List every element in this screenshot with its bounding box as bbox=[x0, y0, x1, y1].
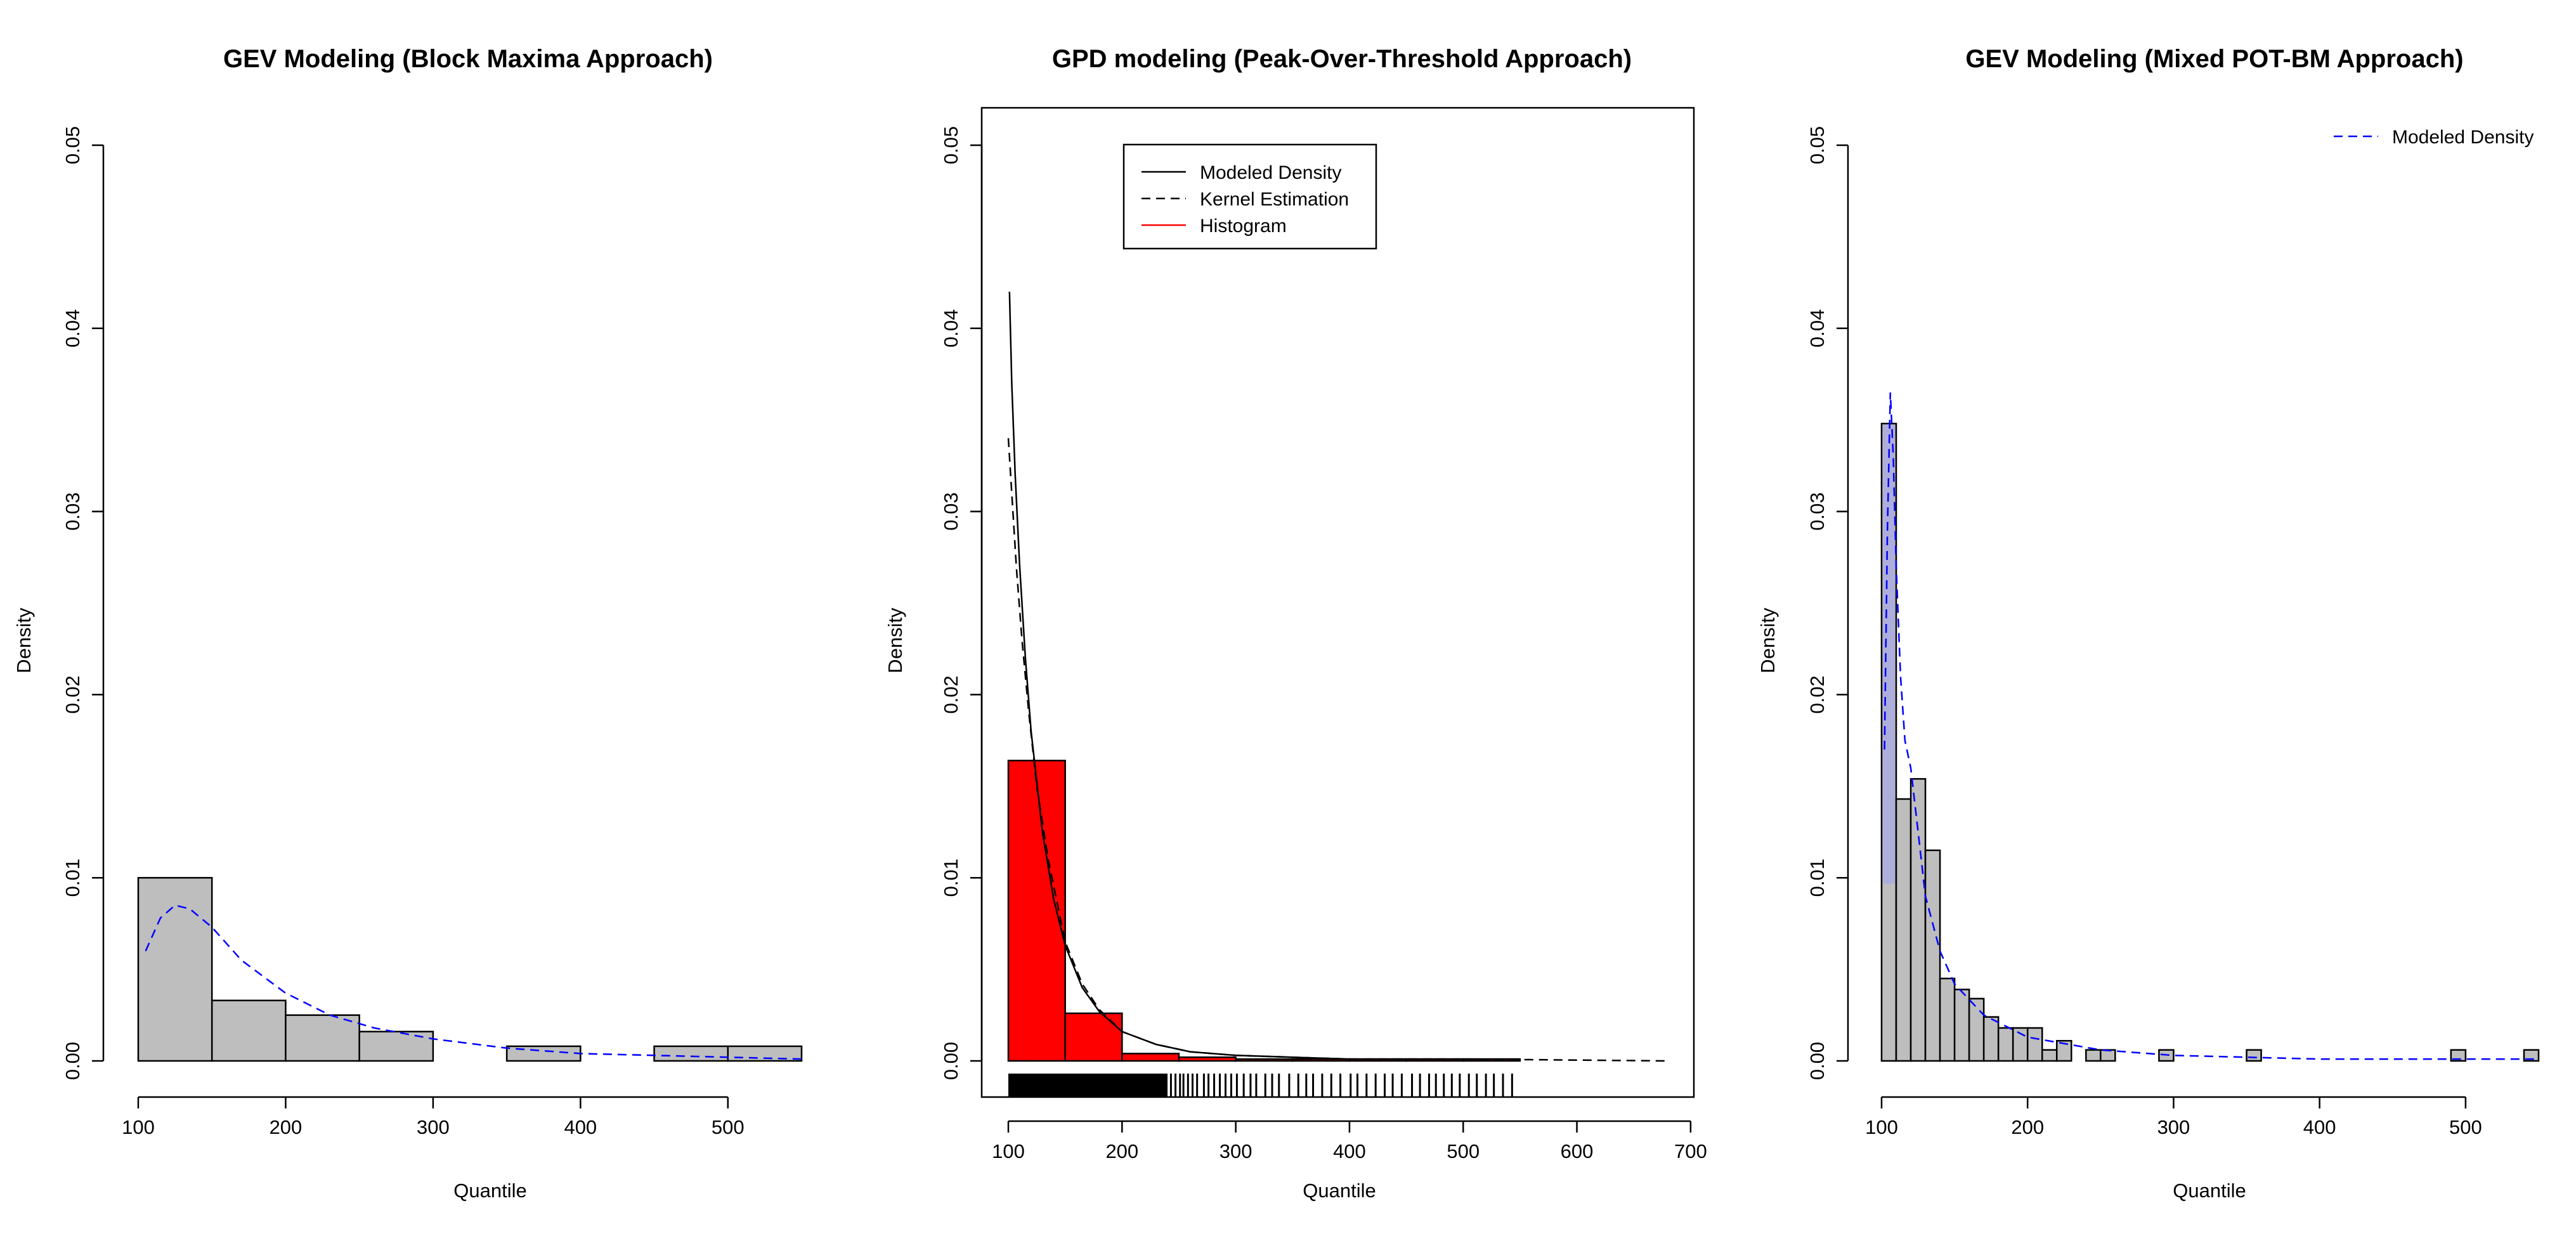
x-tick-label: 100 bbox=[122, 1116, 155, 1138]
histogram-bar bbox=[653, 1045, 729, 1062]
x-tick-label: 200 bbox=[270, 1116, 302, 1138]
panel-mixed-pot-bm: GEV Modeling (Mixed POT-BM Approach) Qua… bbox=[1757, 45, 2540, 1202]
panel-peak-over-threshold: GPD modeling (Peak-Over-Threshold Approa… bbox=[884, 45, 1707, 1202]
y-axis-title: Density bbox=[1757, 608, 1779, 673]
histogram-bar bbox=[2246, 1049, 2262, 1062]
histogram-bar bbox=[1895, 798, 1912, 1062]
histogram-bar bbox=[1007, 760, 1066, 1062]
y-axis-title: Density bbox=[13, 608, 35, 673]
legend-label-histogram: Histogram bbox=[1200, 216, 1287, 237]
curve-modeled-density bbox=[145, 904, 802, 1060]
curve-kernel-estimation bbox=[1007, 438, 1669, 1062]
x-tick-label: 300 bbox=[2157, 1116, 2190, 1138]
histogram-bar bbox=[1953, 989, 1970, 1062]
histogram-bar bbox=[1121, 1053, 1180, 1062]
y-tick-label: 0.04 bbox=[940, 309, 962, 348]
plot-frame bbox=[980, 107, 1695, 1098]
histogram-bar-highlight bbox=[1883, 424, 1896, 884]
x-tick-label: 500 bbox=[1447, 1140, 1480, 1162]
y-tick-label: 0.04 bbox=[62, 309, 84, 348]
x-tick-label: 200 bbox=[1105, 1140, 1138, 1162]
x-tick-label: 500 bbox=[712, 1116, 745, 1138]
histogram-bar bbox=[1178, 1056, 1237, 1062]
x-tick-label: 500 bbox=[2449, 1116, 2482, 1138]
legend-label-modeled-density: Modeled Density bbox=[1200, 162, 1341, 183]
x-tick-label: 600 bbox=[1561, 1140, 1594, 1162]
histogram-bar bbox=[2450, 1049, 2467, 1062]
histogram-bar bbox=[2523, 1049, 2540, 1062]
x-tick-label: 200 bbox=[2011, 1116, 2044, 1138]
chart-title: GPD modeling (Peak-Over-Threshold Approa… bbox=[1052, 45, 1632, 73]
histogram-bar bbox=[1924, 849, 1941, 1062]
histogram-bar bbox=[1982, 1016, 2000, 1062]
histogram-bar bbox=[2085, 1049, 2102, 1062]
y-tick-label: 0.05 bbox=[62, 126, 84, 164]
x-axis-title: Quantile bbox=[453, 1179, 526, 1202]
y-tick-label: 0.03 bbox=[62, 492, 84, 530]
x-tick-label: 300 bbox=[417, 1116, 450, 1138]
y-tick-label: 0.00 bbox=[1806, 1042, 1828, 1080]
x-tick-label: 400 bbox=[2303, 1116, 2336, 1138]
y-tick-label: 0.01 bbox=[1806, 859, 1828, 897]
histogram-bar bbox=[137, 876, 213, 1062]
y-tick-label: 0.01 bbox=[940, 859, 962, 897]
histogram-bar bbox=[285, 1014, 360, 1062]
histogram-bar bbox=[1909, 777, 1927, 1062]
curve-modeled-density bbox=[1883, 392, 2539, 1060]
curve-modeled-density bbox=[1008, 291, 1520, 1060]
chart-title: GEV Modeling (Block Maxima Approach) bbox=[223, 45, 713, 73]
panel-block-maxima: GEV Modeling (Block Maxima Approach) Qua… bbox=[13, 45, 803, 1202]
y-axis-title: Density bbox=[884, 608, 906, 673]
y-tick-label: 0.01 bbox=[62, 859, 84, 897]
x-tick-label: 700 bbox=[1674, 1140, 1707, 1162]
y-tick-label: 0.05 bbox=[940, 126, 962, 164]
y-tick-label: 0.03 bbox=[1806, 492, 1828, 530]
legend-label-kernel-estimation: Kernel Estimation bbox=[1200, 189, 1349, 210]
histogram-bar bbox=[1064, 1012, 1123, 1062]
y-tick-label: 0.04 bbox=[1806, 309, 1828, 348]
histogram-bar bbox=[1939, 977, 1956, 1062]
histogram-bar bbox=[2056, 1039, 2072, 1062]
legend-box bbox=[1122, 143, 1377, 250]
x-tick-label: 400 bbox=[1333, 1140, 1366, 1162]
y-tick-label: 0.00 bbox=[62, 1042, 84, 1080]
y-tick-label: 0.03 bbox=[940, 492, 962, 530]
legend-label-modeled-density: Modeled Density bbox=[2392, 127, 2534, 148]
histogram-bar bbox=[2041, 1049, 2058, 1062]
histogram-bar bbox=[1997, 1027, 2014, 1062]
histogram-bar bbox=[1968, 997, 1985, 1062]
x-tick-label: 100 bbox=[1865, 1116, 1898, 1138]
x-axis-title: Quantile bbox=[1303, 1179, 1376, 1202]
y-tick-label: 0.05 bbox=[1806, 126, 1828, 164]
chart-title: GEV Modeling (Mixed POT-BM Approach) bbox=[1965, 45, 2463, 73]
histogram-bar bbox=[358, 1030, 434, 1062]
legend: Modeled Density Kernel Estimation Histog… bbox=[1122, 143, 1377, 250]
y-tick-label: 0.02 bbox=[940, 675, 962, 713]
histogram-bar bbox=[2026, 1027, 2043, 1062]
legend: Modeled Density bbox=[2334, 127, 2534, 148]
y-tick-label: 0.00 bbox=[940, 1042, 962, 1080]
y-tick-label: 0.02 bbox=[62, 675, 84, 713]
histogram-bar bbox=[211, 999, 287, 1062]
x-tick-label: 400 bbox=[564, 1116, 597, 1138]
x-tick-label: 300 bbox=[1220, 1140, 1252, 1162]
y-tick-label: 0.02 bbox=[1806, 675, 1828, 713]
histogram-bar bbox=[727, 1045, 803, 1062]
x-tick-label: 100 bbox=[992, 1140, 1025, 1162]
rug-dense-band bbox=[1008, 1074, 1168, 1097]
x-axis-title: Quantile bbox=[2173, 1179, 2246, 1202]
histogram-bar bbox=[1235, 1058, 1294, 1062]
histogram-bar bbox=[2100, 1049, 2116, 1062]
